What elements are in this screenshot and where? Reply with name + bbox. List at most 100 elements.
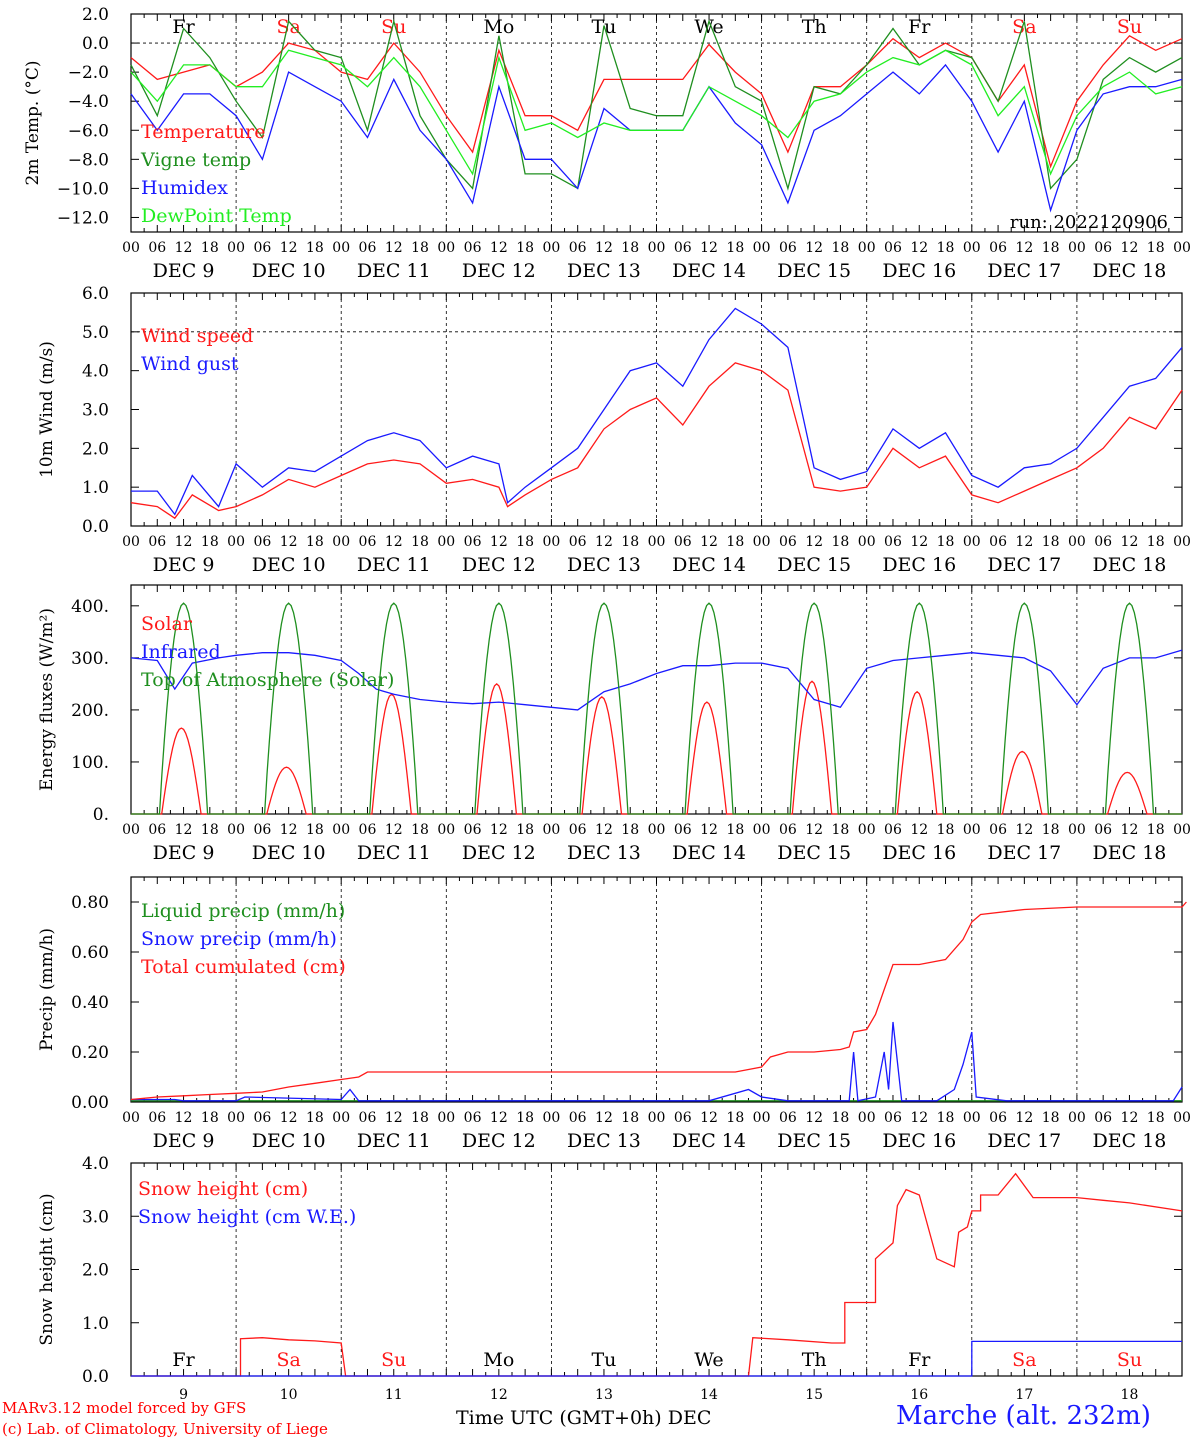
date-label: DEC 15 xyxy=(777,260,851,282)
x-tick-label: 12 xyxy=(490,534,508,550)
x-tick-label: 12 xyxy=(700,240,718,256)
day-number-label: 15 xyxy=(805,1387,823,1403)
legend-entry: Vigne temp xyxy=(140,149,251,171)
date-label: DEC 9 xyxy=(153,842,215,864)
x-tick-label: 00 xyxy=(963,1110,981,1126)
x-tick-label: 06 xyxy=(989,240,1007,256)
x-tick-label: 18 xyxy=(1147,240,1165,256)
series-line-red xyxy=(130,34,1183,169)
weekday-label: Sa xyxy=(1012,16,1036,38)
x-tick-label: 00 xyxy=(648,1110,666,1126)
date-label: DEC 16 xyxy=(882,842,956,864)
x-tick-label: 18 xyxy=(726,534,744,550)
x-tick-label: 00 xyxy=(122,534,140,550)
x-tick-label: 06 xyxy=(779,240,797,256)
lab-credit: (c) Lab. of Climatology, University of L… xyxy=(2,1420,328,1438)
x-tick-label: 18 xyxy=(621,1110,639,1126)
date-label: DEC 12 xyxy=(462,554,536,576)
date-label: DEC 10 xyxy=(252,1130,326,1152)
weekday-label: We xyxy=(694,1349,723,1371)
time-axis-label: Time UTC (GMT+0h) DEC xyxy=(456,1407,712,1429)
x-tick-label: 12 xyxy=(175,534,193,550)
date-label: DEC 10 xyxy=(252,260,326,282)
x-tick-label: 06 xyxy=(569,240,587,256)
date-label: DEC 16 xyxy=(882,1130,956,1152)
date-label: DEC 18 xyxy=(1093,842,1167,864)
series-line-red xyxy=(130,901,1187,1101)
x-tick-label: 00 xyxy=(332,240,350,256)
date-label: DEC 13 xyxy=(567,1130,641,1152)
x-tick-label: 18 xyxy=(516,240,534,256)
x-tick-label: 12 xyxy=(910,240,928,256)
x-tick-label: 06 xyxy=(674,822,692,838)
x-tick-label: 06 xyxy=(884,240,902,256)
legend-entry: Top of Atmosphere (Solar) xyxy=(141,669,394,691)
x-tick-label: 12 xyxy=(910,822,928,838)
y-tick-label: 0.80 xyxy=(71,893,109,913)
legend-entry: Solar xyxy=(141,613,193,635)
x-tick-label: 18 xyxy=(937,822,955,838)
y-tick-label: −2.0 xyxy=(68,63,109,83)
x-tick-label: 12 xyxy=(1015,240,1033,256)
x-tick-label: 18 xyxy=(726,822,744,838)
x-tick-label: 12 xyxy=(1121,534,1139,550)
legend-entry: Snow precip (mm/h) xyxy=(141,928,337,950)
legend-entry: DewPoint Temp xyxy=(141,205,292,227)
date-label: DEC 14 xyxy=(672,260,746,282)
x-tick-label: 00 xyxy=(332,1110,350,1126)
legend-entry: Snow height (cm) xyxy=(138,1178,308,1200)
x-tick-label: 06 xyxy=(464,534,482,550)
y-tick-label: 5.0 xyxy=(82,323,109,343)
weekday-label: Fr xyxy=(172,1349,195,1371)
x-tick-label: 00 xyxy=(1068,1110,1086,1126)
day-number-label: 10 xyxy=(280,1387,298,1403)
x-tick-label: 06 xyxy=(359,1110,377,1126)
x-tick-label: 06 xyxy=(464,822,482,838)
x-tick-label: 00 xyxy=(332,822,350,838)
x-tick-label: 18 xyxy=(621,534,639,550)
x-tick-label: 12 xyxy=(385,822,403,838)
x-tick-label: 06 xyxy=(569,822,587,838)
series-line-blue xyxy=(131,1340,1182,1377)
x-tick-label: 06 xyxy=(464,1110,482,1126)
x-tick-label: 06 xyxy=(989,822,1007,838)
y-tick-label: 4.0 xyxy=(82,362,109,382)
date-label: DEC 14 xyxy=(672,554,746,576)
x-tick-label: 18 xyxy=(1147,534,1165,550)
x-tick-label: 12 xyxy=(280,240,298,256)
x-tick-label: 06 xyxy=(148,822,166,838)
x-tick-label: 12 xyxy=(805,534,823,550)
x-tick-label: 00 xyxy=(437,240,455,256)
x-tick-label: 06 xyxy=(674,1110,692,1126)
y-tick-label: 300. xyxy=(71,649,109,669)
y-tick-label: 200. xyxy=(71,701,109,721)
x-tick-label: 18 xyxy=(411,534,429,550)
x-tick-label: 12 xyxy=(1015,1110,1033,1126)
date-label: DEC 18 xyxy=(1093,1130,1167,1152)
x-tick-label: 00 xyxy=(542,822,560,838)
series-line-green xyxy=(130,18,1183,191)
date-label: DEC 15 xyxy=(777,554,851,576)
date-label: DEC 17 xyxy=(987,1130,1061,1152)
x-tick-label: 00 xyxy=(1173,534,1191,550)
series-line-lightgreen xyxy=(130,49,1183,176)
x-tick-label: 18 xyxy=(937,240,955,256)
day-number-label: 14 xyxy=(700,1387,718,1403)
legend-entry: Wind speed xyxy=(141,325,253,347)
legend-entry: Infrared xyxy=(141,641,221,663)
x-tick-label: 00 xyxy=(648,534,666,550)
date-label: DEC 12 xyxy=(462,842,536,864)
x-tick-label: 00 xyxy=(753,240,771,256)
legend-entry: Humidex xyxy=(141,177,228,199)
x-tick-label: 18 xyxy=(726,240,744,256)
station-name: Marche (alt. 232m) xyxy=(896,1401,1151,1431)
x-tick-label: 12 xyxy=(700,534,718,550)
date-label: DEC 12 xyxy=(462,1130,536,1152)
x-tick-label: 00 xyxy=(1173,822,1191,838)
x-tick-label: 12 xyxy=(385,534,403,550)
y-tick-label: 0. xyxy=(93,805,109,825)
x-tick-label: 00 xyxy=(437,534,455,550)
weekday-label: Fr xyxy=(908,1349,931,1371)
x-tick-label: 18 xyxy=(1042,1110,1060,1126)
panel-5: 4.0 3.0 2.0 1.0 0.0 Snow height (cm) Fr Sa Su Mo T… xyxy=(37,1154,1183,1403)
